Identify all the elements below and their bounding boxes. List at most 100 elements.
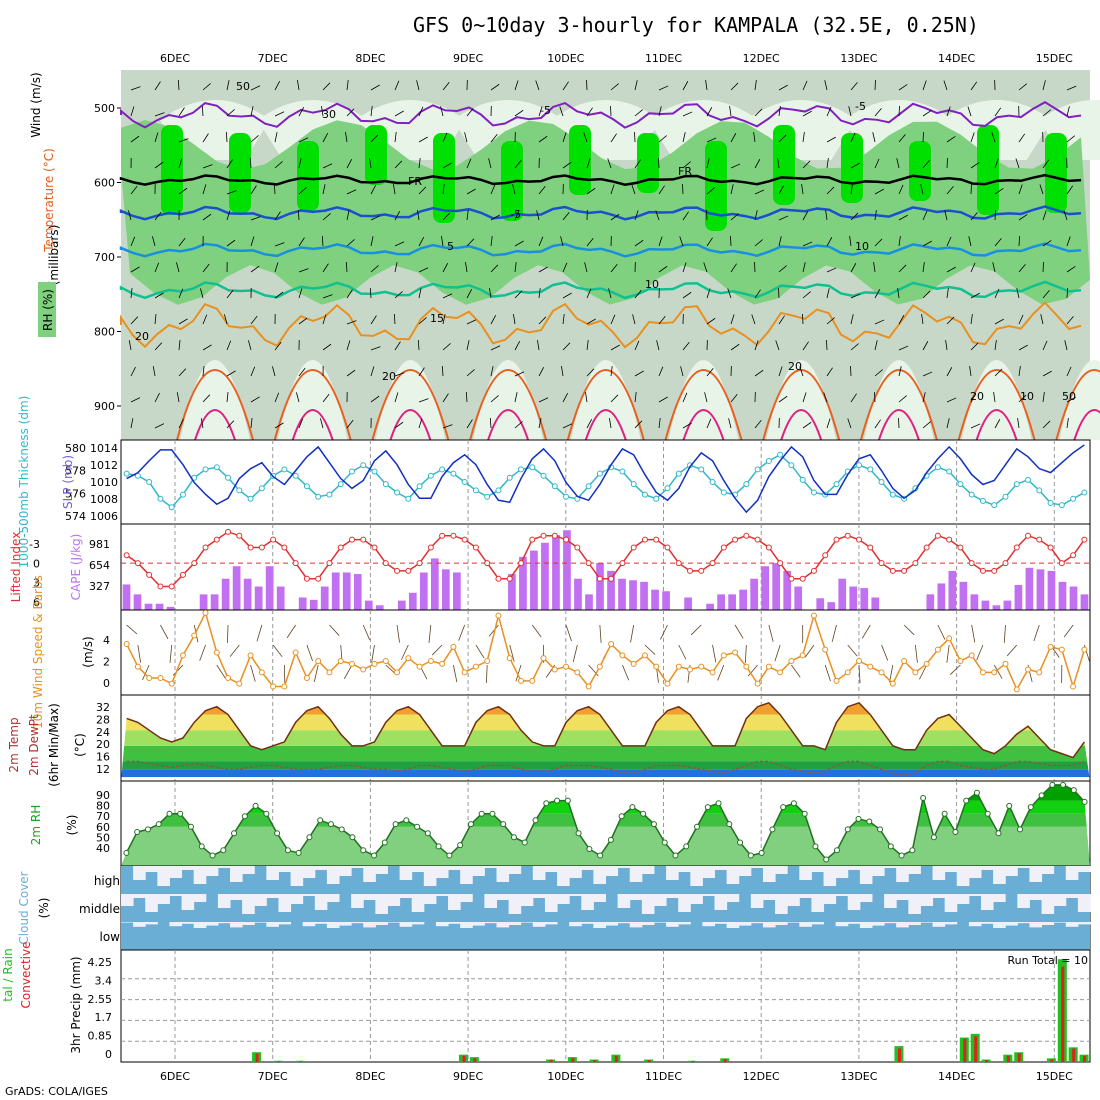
cape-bar	[331, 572, 340, 610]
wind-barb	[970, 292, 980, 299]
wind-barb	[754, 340, 759, 351]
axis-tick-label: 50	[96, 831, 110, 844]
chart-layers: 6DEC 6DEC 7DEC 7DEC 8DEC 8DEC 9DEC 9DEC 10DEC 10D…	[1, 52, 1100, 1083]
wind-speed-line-point	[1036, 669, 1043, 676]
wind-speed-line-point	[957, 658, 964, 664]
wind-barb	[826, 136, 836, 143]
wind-barb	[272, 366, 276, 377]
rh-line-point	[1070, 787, 1077, 794]
rh-line-point	[812, 843, 819, 850]
wind-barb	[1066, 185, 1074, 195]
cloud-gap	[884, 922, 897, 924]
cloud-gap	[387, 922, 401, 923]
precip-conv-bar	[614, 1055, 618, 1062]
thickness-line-point	[833, 481, 840, 488]
axis-tick-label: 1.7	[95, 1011, 113, 1024]
contour-label: -5	[510, 208, 521, 221]
cloud-gap	[266, 866, 279, 880]
wind-barb	[488, 158, 492, 169]
cloud-gap	[472, 866, 485, 876]
wind-barb	[706, 288, 711, 299]
wind-barb	[346, 340, 351, 351]
wind-speed-line-point	[889, 680, 896, 687]
rh-line-point	[177, 810, 184, 817]
cloud-gap	[799, 922, 812, 927]
wind-barb	[154, 132, 159, 143]
wind-barb	[970, 423, 981, 429]
wind-barb	[850, 132, 856, 143]
wind-barb	[250, 366, 256, 377]
wind-barb	[1042, 420, 1051, 429]
lifted-index-line-point	[788, 575, 795, 582]
wind-barb	[322, 263, 329, 273]
cloud-gap	[702, 866, 716, 878]
rh-line-point	[446, 852, 453, 859]
wind-barb	[802, 132, 805, 143]
wind-barb	[946, 367, 953, 377]
cloud-gap	[980, 866, 994, 870]
wind-barb	[320, 418, 324, 429]
wind-barb	[774, 644, 781, 662]
wind-barb	[394, 372, 405, 377]
wind-barb	[874, 238, 883, 247]
wind-barb	[970, 314, 973, 325]
lifted-index-line-point	[337, 544, 344, 551]
cloud-gap	[666, 894, 679, 898]
wind-barb	[202, 184, 207, 195]
cloud-gap	[896, 922, 909, 928]
lifted-index-line	[126, 530, 1085, 588]
wind-panel-frame	[120, 609, 1091, 696]
rh-line-point	[478, 810, 485, 817]
cloud-gap	[399, 922, 413, 927]
wind-barb	[394, 110, 404, 117]
wind-speed-line-point	[687, 666, 694, 673]
wind-barb	[178, 107, 185, 117]
wind-barb	[849, 236, 852, 247]
thickness-line-point	[213, 464, 220, 471]
wind-barb	[751, 314, 756, 325]
wind-speed-line-point	[450, 643, 457, 650]
wind-barb	[1042, 261, 1044, 273]
wind-barb	[937, 624, 946, 640]
wind-speed-line-point	[439, 660, 446, 667]
wind-barb	[322, 393, 330, 403]
date-label-top: 15DEC	[1036, 52, 1073, 65]
thickness-line-point	[799, 476, 806, 483]
thickness-line-point	[1081, 489, 1088, 496]
wind-barb	[586, 340, 589, 351]
wind-barb	[1066, 366, 1072, 377]
wind-barb	[712, 644, 717, 663]
wind-barb	[634, 239, 644, 247]
cloud-level-label: low	[100, 930, 121, 944]
cloud-gap	[193, 866, 207, 884]
wind-barb	[250, 135, 259, 143]
contour-label: 20	[135, 330, 149, 343]
cloud-gap	[290, 866, 304, 886]
wind-speed-line-point	[1025, 666, 1032, 673]
wind-axis-label: Wind (m/s)	[29, 72, 43, 137]
lifted-index-line-point	[495, 575, 502, 582]
wind-barb	[128, 210, 132, 221]
wind-speed-line-point	[337, 658, 344, 664]
wind-barb	[847, 644, 858, 657]
rh-line-point	[510, 834, 517, 841]
wind-barb	[130, 397, 141, 403]
cloud-gap	[787, 922, 800, 923]
cloud-gap	[920, 894, 934, 906]
wind-barb	[826, 267, 837, 273]
rh-dry-column	[766, 360, 837, 440]
cloud-gap	[205, 866, 219, 876]
cloud-gap	[641, 866, 655, 874]
thickness-line-point	[495, 487, 502, 494]
cape-bar	[574, 578, 582, 610]
cloud-gap	[581, 922, 594, 924]
wind-barb	[970, 183, 972, 195]
cloud-gap	[351, 866, 364, 868]
thickness-line-point	[157, 495, 164, 502]
wind-barb	[538, 266, 548, 273]
wind-barb	[394, 421, 404, 429]
wind-barb	[154, 342, 163, 351]
wind-barb	[874, 419, 881, 429]
wind-barb	[802, 421, 812, 429]
